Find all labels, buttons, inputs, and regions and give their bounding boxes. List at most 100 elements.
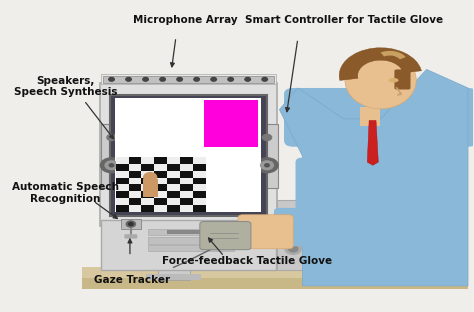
FancyBboxPatch shape: [82, 278, 468, 289]
Bar: [167, 171, 180, 178]
Bar: [180, 184, 193, 191]
Bar: [155, 198, 167, 205]
FancyBboxPatch shape: [110, 95, 267, 216]
Bar: [167, 157, 180, 164]
Text: Automatic Speech
Recognition: Automatic Speech Recognition: [12, 182, 119, 204]
Bar: [128, 205, 141, 212]
Bar: [116, 178, 128, 184]
Bar: [141, 184, 155, 191]
Circle shape: [177, 77, 182, 81]
Wedge shape: [339, 48, 421, 80]
FancyBboxPatch shape: [148, 229, 234, 235]
Bar: [180, 198, 193, 205]
Wedge shape: [381, 51, 406, 59]
FancyBboxPatch shape: [256, 124, 278, 188]
FancyBboxPatch shape: [295, 158, 365, 235]
FancyBboxPatch shape: [277, 200, 310, 270]
Circle shape: [194, 77, 200, 81]
FancyBboxPatch shape: [157, 261, 190, 280]
Circle shape: [264, 164, 269, 167]
FancyBboxPatch shape: [121, 219, 141, 229]
Bar: [141, 191, 155, 198]
Text: Smart Controller for Tactile Glove: Smart Controller for Tactile Glove: [245, 15, 443, 25]
Bar: [128, 191, 141, 198]
Text: Force-feedback Tactile Glove: Force-feedback Tactile Glove: [162, 256, 332, 266]
Circle shape: [261, 161, 273, 170]
Polygon shape: [280, 69, 468, 286]
Bar: [141, 164, 155, 171]
FancyBboxPatch shape: [284, 88, 474, 147]
Bar: [180, 191, 193, 198]
Bar: [180, 205, 193, 212]
Bar: [141, 178, 155, 184]
FancyBboxPatch shape: [148, 237, 234, 243]
Bar: [116, 205, 128, 212]
FancyBboxPatch shape: [274, 208, 358, 246]
Bar: [155, 164, 167, 171]
FancyBboxPatch shape: [360, 107, 380, 126]
Bar: [116, 191, 128, 198]
Bar: [193, 205, 206, 212]
Circle shape: [126, 77, 131, 81]
Bar: [167, 205, 180, 212]
Bar: [193, 191, 206, 198]
Bar: [128, 198, 141, 205]
FancyBboxPatch shape: [146, 274, 201, 280]
FancyBboxPatch shape: [101, 74, 276, 84]
FancyBboxPatch shape: [124, 234, 137, 239]
Circle shape: [109, 77, 114, 81]
Bar: [155, 184, 167, 191]
Bar: [155, 178, 167, 184]
Circle shape: [144, 173, 156, 181]
Bar: [193, 184, 206, 191]
Polygon shape: [367, 120, 378, 165]
Text: Microphone Array: Microphone Array: [133, 15, 237, 25]
Bar: [116, 198, 128, 205]
Bar: [141, 157, 155, 164]
Circle shape: [285, 243, 301, 254]
FancyBboxPatch shape: [103, 76, 274, 83]
Bar: [116, 171, 128, 178]
Bar: [167, 184, 180, 191]
Bar: [155, 157, 167, 164]
Circle shape: [160, 77, 165, 81]
Bar: [116, 164, 128, 171]
Bar: [167, 178, 180, 184]
Circle shape: [107, 134, 116, 140]
Circle shape: [211, 77, 217, 81]
FancyBboxPatch shape: [143, 178, 157, 197]
Circle shape: [109, 164, 114, 167]
Bar: [128, 171, 141, 178]
Text: Gaze Tracker: Gaze Tracker: [94, 275, 170, 285]
Bar: [141, 205, 155, 212]
Circle shape: [126, 221, 136, 227]
Bar: [116, 157, 128, 164]
FancyBboxPatch shape: [115, 98, 261, 212]
Circle shape: [228, 77, 233, 81]
Circle shape: [289, 246, 298, 252]
Bar: [167, 164, 180, 171]
Bar: [180, 171, 193, 178]
Bar: [180, 164, 193, 171]
Bar: [128, 157, 141, 164]
Circle shape: [262, 77, 267, 81]
FancyBboxPatch shape: [167, 230, 213, 234]
Circle shape: [128, 222, 133, 226]
Circle shape: [143, 77, 148, 81]
Circle shape: [100, 158, 123, 173]
Bar: [128, 184, 141, 191]
Circle shape: [245, 77, 250, 81]
Circle shape: [263, 134, 272, 140]
Bar: [141, 171, 155, 178]
Bar: [128, 178, 141, 184]
Bar: [193, 164, 206, 171]
Bar: [155, 205, 167, 212]
FancyBboxPatch shape: [200, 222, 251, 250]
FancyBboxPatch shape: [100, 83, 277, 226]
Bar: [128, 164, 141, 171]
Bar: [167, 198, 180, 205]
Bar: [193, 157, 206, 164]
FancyBboxPatch shape: [101, 124, 122, 188]
Bar: [203, 100, 258, 147]
FancyBboxPatch shape: [238, 215, 293, 249]
